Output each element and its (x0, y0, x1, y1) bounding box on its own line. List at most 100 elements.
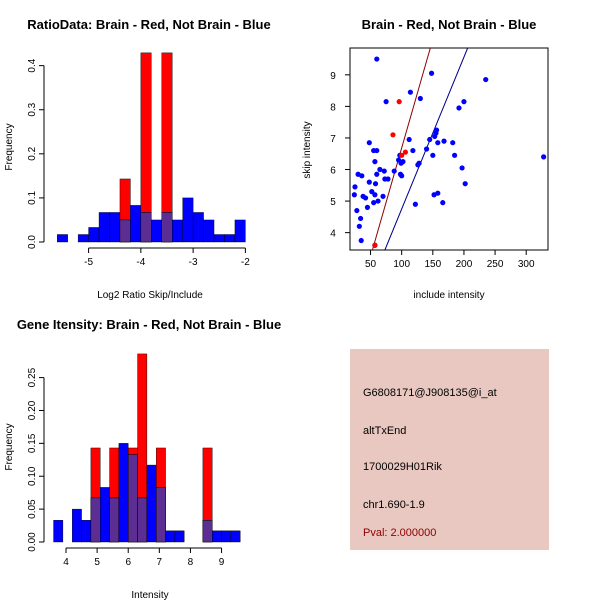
not-brain-point-10 (364, 204, 371, 210)
not-brain-point-37 (407, 89, 413, 95)
scatter-points (351, 56, 547, 248)
not-brain-bar-2-12 (165, 530, 176, 543)
event-type-text: altTxEnd (363, 425, 406, 437)
not-brain-point-51 (435, 190, 441, 196)
x-tick-label-0-0: -5 (84, 257, 93, 268)
not-brain-point-15 (371, 200, 377, 206)
not-brain-bar-2-0 (53, 520, 64, 543)
not-brain-point-42 (417, 95, 423, 102)
ratio-histogram-title: RatioData: Brain - Red, Not Brain - Blue (27, 17, 270, 32)
y-tick-label-2-0: 0.00 (27, 532, 38, 552)
x-tick-label-2-2: 6 (125, 557, 131, 568)
not-brain-point-9 (362, 195, 369, 201)
y-tick-label-2-3: 0.15 (27, 433, 38, 453)
not-brain-bar-0-9 (151, 219, 162, 243)
not-brain-point-62 (541, 154, 547, 160)
ratio-histogram-x-axis: -5 -4 -3 -2 (84, 247, 250, 268)
scatter-y-tick-label-5: 9 (330, 71, 336, 82)
y-tick-label-2-2: 0.10 (27, 466, 38, 486)
x-tick-label-2-1: 5 (94, 557, 100, 568)
y-tick-label-0-0: 0.0 (27, 235, 38, 249)
scatter-plot-frame (349, 47, 549, 251)
brain-point-0 (372, 242, 378, 248)
not-brain-point-41 (416, 160, 422, 166)
overlap-bar-0-8 (140, 212, 152, 243)
scatter-x-tick-label-1: 100 (393, 259, 410, 270)
scatter-x-tick-label-5: 300 (518, 259, 535, 270)
pval-text: Pval: 2.000000 (363, 527, 436, 539)
intensity-histogram-y-axis: 0.00 0.05 0.10 0.15 0.20 0.25 (27, 367, 45, 552)
overlap-bar-0-10 (161, 212, 173, 243)
not-brain-bar-0-2 (77, 234, 89, 243)
not-brain-bar-2-7 (118, 443, 129, 543)
scatter-x-tick-label-0: 50 (365, 259, 377, 270)
not-brain-bar-0-4 (98, 212, 110, 243)
x-tick-label-0-3: -2 (241, 257, 250, 268)
not-brain-point-56 (452, 152, 458, 158)
not-brain-bar-0-13 (192, 212, 204, 243)
info-panel-background (350, 349, 549, 550)
scatter-fit-lines (371, 47, 469, 251)
not-brain-point-16 (372, 192, 378, 198)
scatter-x-tick-label-2: 150 (424, 259, 441, 270)
not-brain-point-45 (428, 70, 435, 76)
not-brain-point-36 (406, 136, 412, 143)
not-brain-point-18 (372, 181, 379, 187)
not-brain-point-53 (440, 200, 446, 206)
brain-point-1 (390, 132, 396, 138)
not-brain-point-55 (450, 140, 456, 146)
intensity-histogram-x-axis: 4 5 6 7 8 9 (63, 547, 225, 568)
scatter-y-tick-label-4: 8 (330, 102, 336, 113)
overlap-bar-2-6 (109, 497, 120, 543)
intensity-histogram-ylabel: Frequency (4, 423, 15, 470)
not-brain-point-22 (375, 198, 381, 204)
x-tick-label-2-4: 8 (188, 557, 194, 568)
ratio-histogram-bars (57, 52, 246, 243)
not-brain-bar-0-15 (213, 234, 225, 243)
not-brain-point-34 (399, 173, 405, 179)
not-brain-point-19 (374, 147, 380, 154)
not-brain-point-50 (433, 127, 440, 133)
not-brain-point-7 (359, 173, 365, 179)
not-brain-point-27 (383, 99, 389, 105)
intensity-histogram-xlabel: Intensity (131, 590, 168, 600)
not-brain-bar-2-5 (100, 487, 110, 543)
not-brain-point-29 (391, 168, 397, 174)
scatter-x-tick-label-4: 250 (487, 259, 504, 270)
y-tick-label-2-4: 0.20 (27, 400, 38, 420)
not-brain-bar-0-17 (234, 219, 246, 243)
overlap-bar-2-8 (128, 454, 138, 543)
not-brain-bar-0-0 (57, 234, 68, 243)
not-brain-point-2 (354, 207, 360, 214)
not-brain-point-6 (358, 237, 364, 244)
probe-id-text: G6808171@J908135@i_at (363, 387, 497, 399)
scatter-xlabel: include intensity (413, 290, 484, 301)
y-tick-label-2-5: 0.25 (27, 367, 38, 387)
y-tick-label-0-1: 0.1 (27, 191, 38, 205)
not-brain-bar-2-18 (221, 530, 232, 543)
scatter-title: Brain - Red, Not Brain - Blue (362, 17, 537, 32)
not-brain-point-35 (400, 159, 406, 165)
not-brain-point-57 (456, 105, 462, 111)
overlap-bar-0-6 (119, 219, 131, 243)
y-tick-label-2-1: 0.05 (27, 499, 38, 519)
intensity-histogram-panel: Gene Itensity: Brain - Red, Not Brain - … (4, 317, 281, 600)
not-brain-point-0 (351, 192, 357, 198)
not-brain-point-61 (483, 76, 489, 83)
scatter-x-tick-label-3: 200 (456, 259, 473, 270)
brain-point-4 (402, 149, 409, 155)
ratio-histogram-ylabel: Frequency (4, 123, 15, 170)
not-brain-bar-2-10 (146, 464, 157, 543)
gene-name-text: 1700029H01Rik (363, 461, 442, 473)
not-brain-point-12 (366, 140, 372, 146)
not-brain-point-21 (374, 56, 380, 62)
scatter-y-tick-label-0: 4 (330, 229, 336, 240)
y-tick-label-0-3: 0.3 (27, 102, 38, 116)
overlap-bar-2-4 (90, 497, 101, 543)
not-brain-bar-2-13 (174, 530, 185, 543)
not-brain-bar-0-5 (109, 212, 121, 243)
y-tick-label-0-2: 0.2 (27, 146, 38, 160)
info-panel: G6808171@J908135@i_at altTxEnd 1700029H0… (350, 349, 549, 550)
scatter-panel: Brain - Red, Not Brain - Blue 50 100 150 20… (302, 17, 549, 301)
